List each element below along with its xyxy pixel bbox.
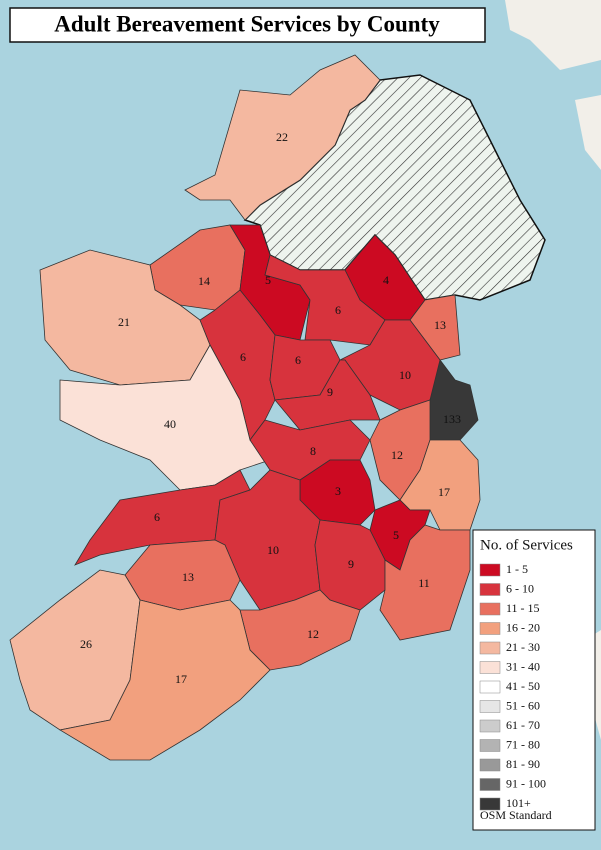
- legend-label: 11 - 15: [506, 601, 540, 615]
- county: [184, 54, 381, 221]
- legend-label: 41 - 50: [506, 679, 540, 693]
- county-value: 4: [383, 273, 389, 287]
- county: [314, 519, 386, 611]
- legend-label: 1 - 5: [506, 562, 528, 576]
- county: [59, 344, 271, 491]
- county-value: 6: [154, 510, 160, 524]
- county-value: 13: [182, 570, 194, 584]
- legend-swatch: [479, 563, 501, 577]
- county-value: 8: [310, 444, 316, 458]
- county-value: 14: [198, 274, 210, 288]
- counties: [9, 54, 481, 761]
- legend-swatch: [479, 739, 501, 752]
- county-value: 3: [335, 484, 341, 498]
- county: [229, 224, 311, 341]
- title: Adult Bereavement Services by County: [54, 11, 440, 36]
- legend-swatch: [479, 680, 501, 694]
- legend-swatch: [479, 583, 501, 596]
- legend-label: 91 - 100: [506, 776, 546, 790]
- county-value: 5: [265, 273, 271, 287]
- legend-label: 51 - 60: [506, 698, 540, 712]
- legend-label: 16 - 20: [506, 620, 540, 634]
- county-value: 9: [348, 557, 354, 571]
- legend-swatch: [479, 758, 501, 772]
- legend-label: 101+: [506, 796, 531, 810]
- county-value: 12: [391, 448, 403, 462]
- county-value: 6: [295, 353, 301, 367]
- county-value: 9: [327, 385, 333, 399]
- county-value: 6: [240, 350, 246, 364]
- legend-label: 6 - 10: [506, 581, 534, 595]
- legend-label: 61 - 70: [506, 718, 540, 732]
- county-value: 10: [267, 543, 279, 557]
- legend: 1 - 5 6 - 10 11 - 15 16 - 20 21 - 30 31 - 40 4…: [479, 562, 546, 811]
- legend-swatch: [479, 602, 501, 616]
- legend-swatch: [479, 797, 501, 811]
- county-value: 22: [276, 130, 288, 144]
- county-value: 13: [434, 318, 446, 332]
- county-value: 10: [399, 368, 411, 382]
- county: [58, 599, 271, 761]
- legend-swatch: [479, 778, 501, 791]
- labels: 22 14 21 5 4 6 6 6 13 10 9 133 40 12 8 3 17 5 6 10 9 13 11 12 26…: [80, 130, 461, 686]
- county-value: 12: [307, 627, 319, 641]
- county-value: 6: [335, 303, 341, 317]
- legend-label: 21 - 30: [506, 640, 540, 654]
- legend-title: No. of Services: [480, 537, 573, 553]
- county-value: 133: [443, 412, 461, 426]
- legend-label: 81 - 90: [506, 757, 540, 771]
- legend-swatch: [479, 661, 501, 674]
- legend-swatch: [479, 700, 501, 713]
- county: [379, 524, 471, 641]
- county-value: 11: [418, 576, 430, 590]
- county-value: 40: [164, 417, 176, 431]
- scotland-coast: [575, 95, 601, 170]
- legend-swatch: [479, 641, 501, 655]
- county: [264, 254, 386, 346]
- county-value: 17: [438, 485, 450, 499]
- source: OSM Standard: [480, 808, 552, 822]
- legend-label: 31 - 40: [506, 659, 540, 673]
- county-value: 21: [118, 315, 130, 329]
- county-value: 17: [175, 672, 187, 686]
- county-value: 26: [80, 637, 92, 651]
- county: [199, 289, 276, 441]
- legend-swatch: [479, 622, 501, 635]
- title-box: [9, 7, 486, 43]
- legend-swatch: [479, 719, 501, 733]
- legend-label: 71 - 80: [506, 737, 540, 751]
- county-value: 5: [393, 528, 399, 542]
- scotland: [505, 0, 601, 70]
